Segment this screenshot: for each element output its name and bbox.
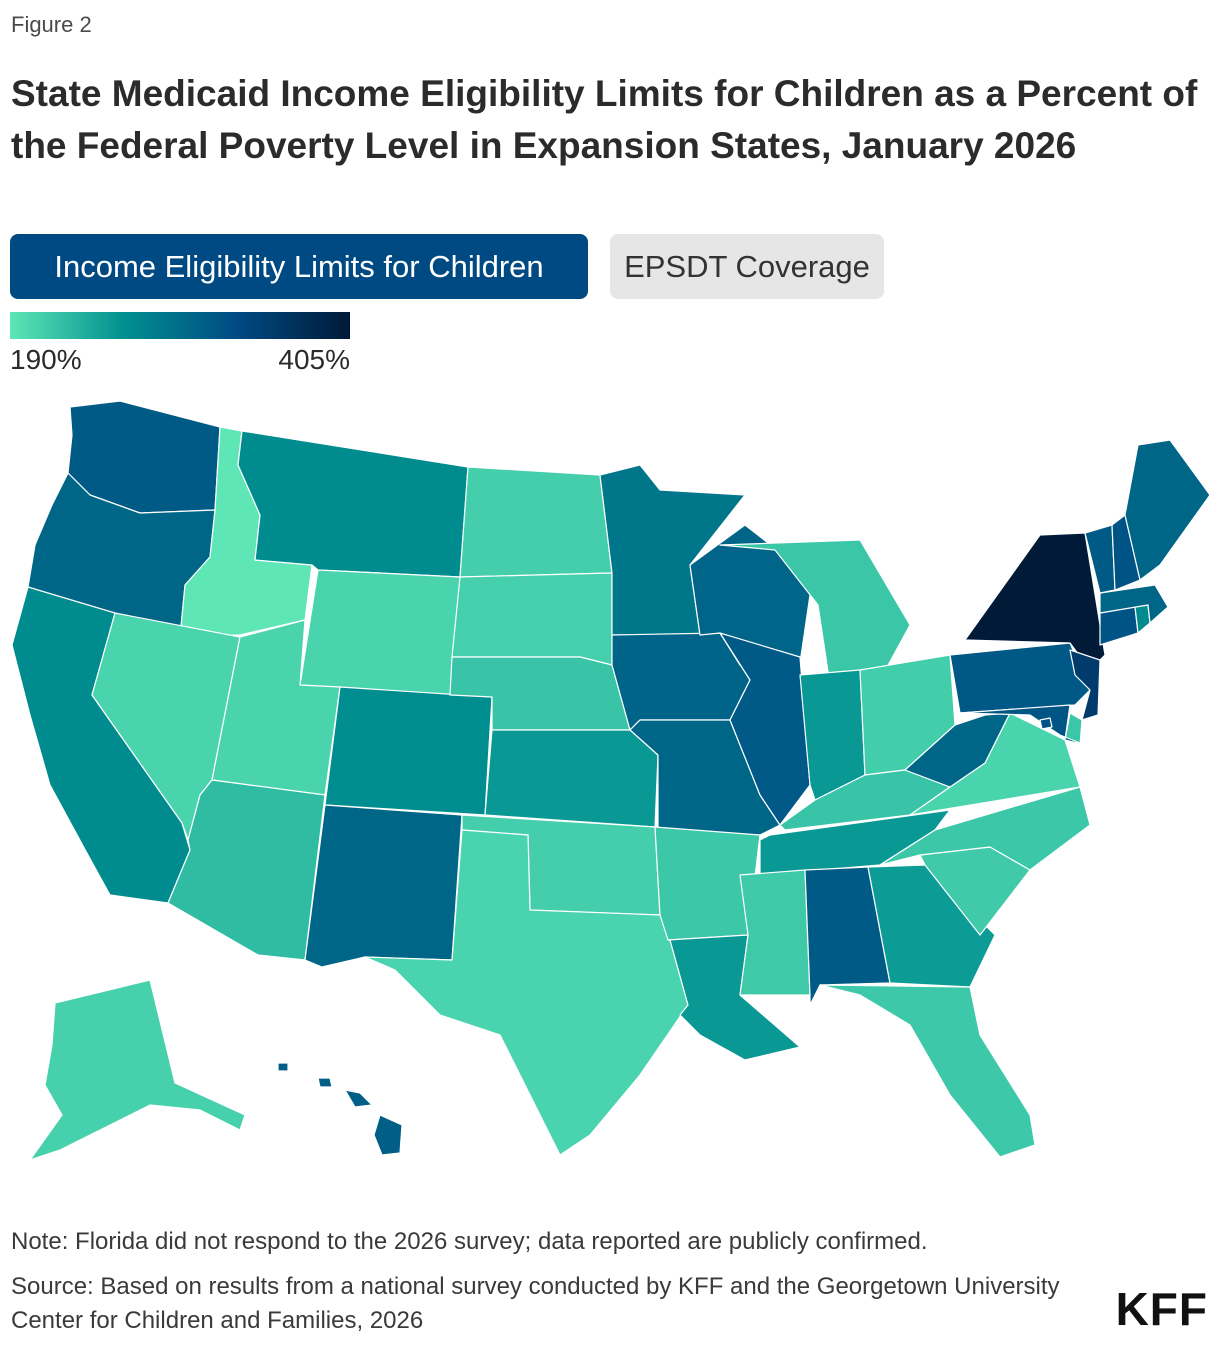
state-ri[interactable] [1134, 604, 1151, 634]
state-hi[interactable] [277, 1062, 403, 1156]
state-nc[interactable] [879, 786, 1091, 871]
tab-epsdt-coverage[interactable]: EPSDT Coverage [610, 234, 884, 299]
state-wy[interactable] [299, 569, 461, 696]
figure-label: Figure 2 [11, 12, 92, 37]
state-ct[interactable] [1099, 606, 1139, 646]
state-ak[interactable] [29, 979, 246, 1161]
legend-color-scale [10, 312, 350, 339]
state-nd[interactable] [459, 466, 613, 578]
state-fl[interactable] [819, 984, 1036, 1158]
us-state-map [11, 400, 1211, 1161]
state-dc[interactable] [1039, 717, 1053, 730]
state-me[interactable] [1124, 439, 1211, 581]
state-pa[interactable] [949, 642, 1091, 714]
state-ma[interactable] [1099, 584, 1169, 624]
state-mt[interactable] [237, 430, 469, 578]
kff-logo: KFF [1115, 1283, 1208, 1335]
state-md[interactable] [959, 704, 1086, 746]
state-sd[interactable] [451, 572, 613, 666]
tab-income-eligibility[interactable]: Income Eligibility Limits for Children [10, 234, 588, 299]
state-ks[interactable] [484, 729, 659, 828]
state-az[interactable] [167, 779, 326, 961]
chart-title: State Medicaid Income Eligibility Limits… [11, 73, 1198, 166]
source-note: Source: Based on results from a national… [11, 1273, 1060, 1334]
legend-max-label: 405% [278, 344, 350, 375]
state-ms[interactable] [739, 869, 811, 996]
state-tx[interactable] [364, 829, 689, 1156]
footnote: Note: Florida did not respond to the 202… [11, 1228, 928, 1255]
state-nm[interactable] [304, 804, 463, 968]
legend-min-label: 190% [10, 344, 82, 375]
state-ga[interactable] [867, 864, 996, 988]
state-co[interactable] [324, 686, 493, 816]
